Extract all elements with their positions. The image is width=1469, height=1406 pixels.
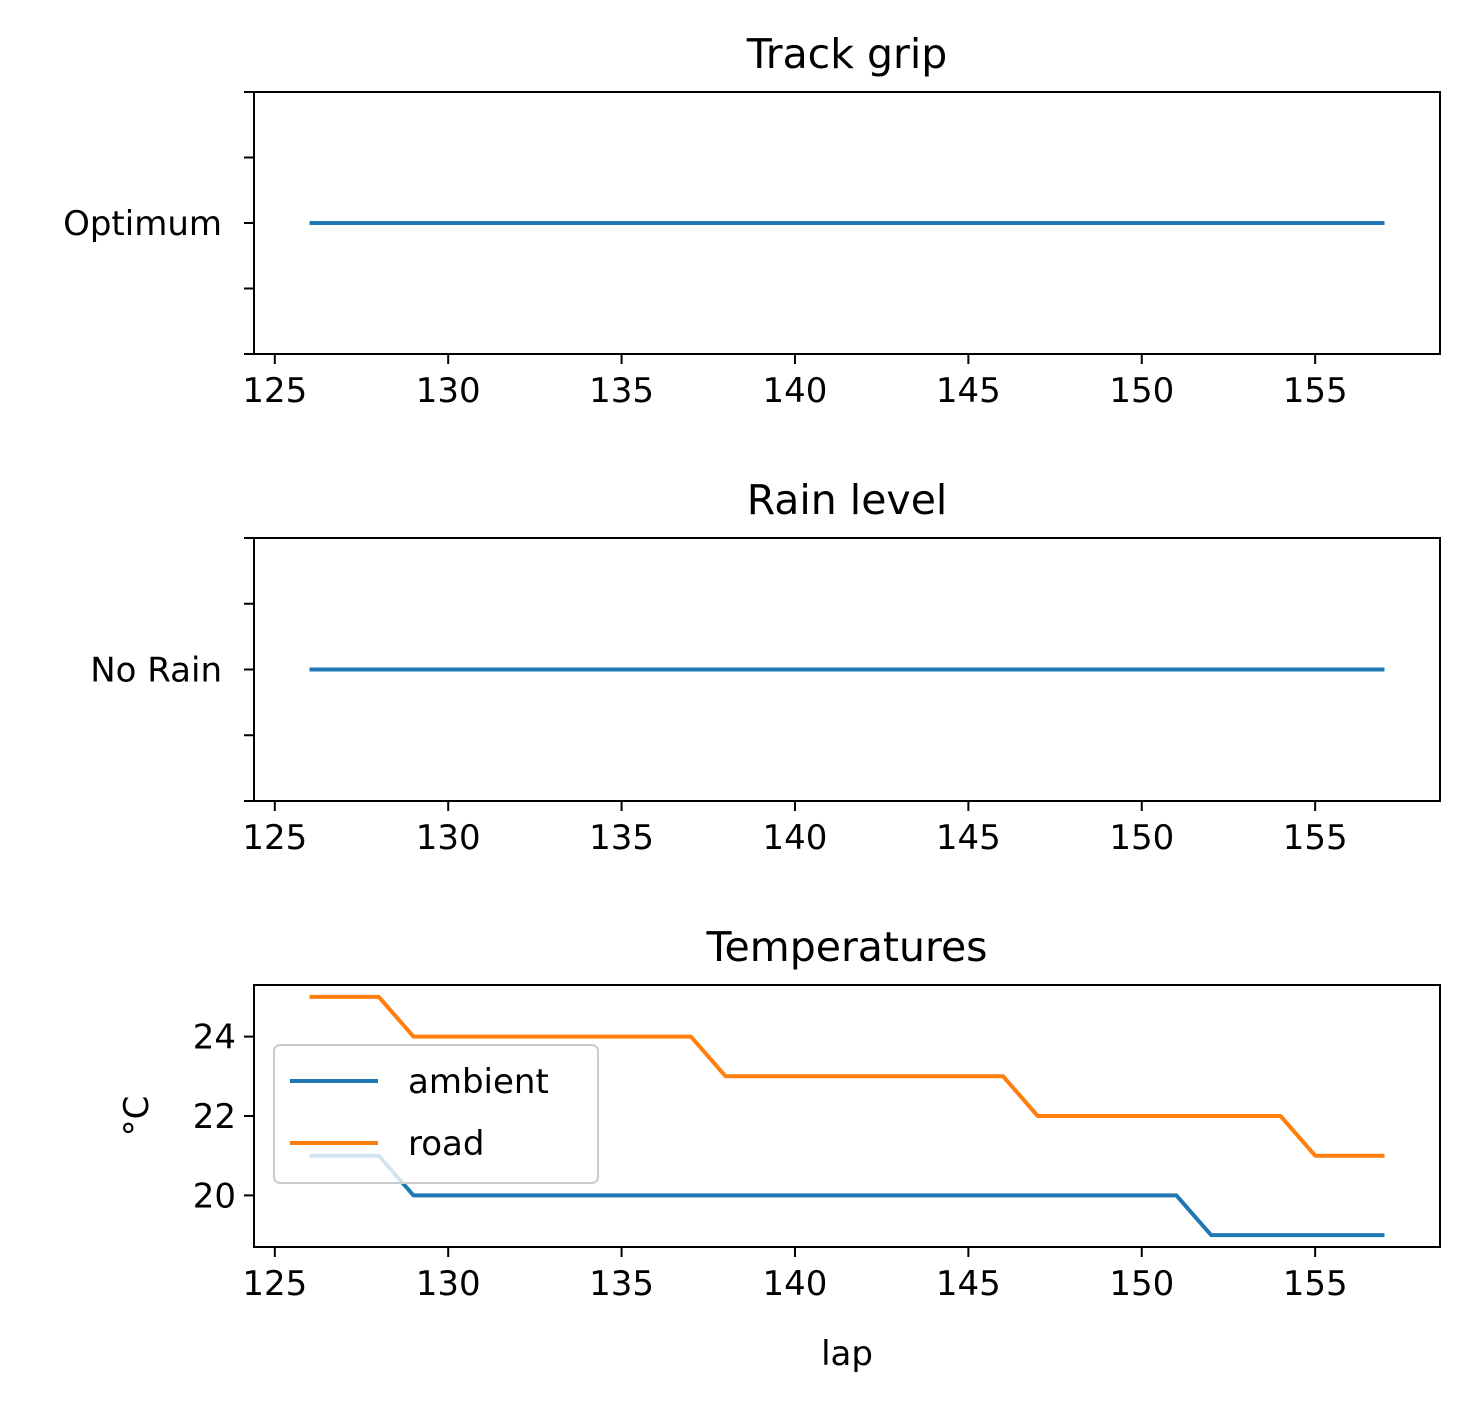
x-tick-label: 140 [763, 371, 828, 411]
legend-label-road: road [408, 1124, 484, 1164]
y-tick-label: 20 [193, 1176, 236, 1216]
axes-frame [253, 91, 1441, 355]
x-tick-label: 140 [763, 818, 828, 858]
axes-frame [253, 537, 1441, 802]
x-tick-label: 145 [936, 1264, 1001, 1304]
x-tick-label: 150 [1109, 371, 1174, 411]
axes-frame [253, 984, 1441, 1248]
x-tick-label: 130 [416, 1264, 481, 1304]
x-tick-label: 155 [1283, 1264, 1348, 1304]
x-axis-label: lap [821, 1334, 873, 1374]
chart-title: Temperatures [705, 923, 987, 971]
x-tick-label: 140 [763, 1264, 828, 1304]
series-line-road [309, 994, 1385, 1158]
y-tick-label: No Rain [90, 651, 222, 691]
x-tick-label: 130 [416, 818, 481, 858]
y-tick-label: 22 [193, 1097, 236, 1137]
x-tick-label: 135 [589, 371, 654, 411]
y-axis-label: °C [117, 1096, 157, 1137]
x-tick-label: 145 [936, 371, 1001, 411]
subplot-1: Track grip 125 130 135 140 145 150 155 Optimum [63, 30, 1441, 411]
y-tick-label: Optimum [63, 204, 222, 244]
x-tick-label: 150 [1109, 818, 1174, 858]
subplot-2: Rain level 125 130 135 140 145 150 155 No Rain [90, 476, 1441, 858]
series-line-ambient [309, 1153, 1385, 1238]
legend: ambient road [273, 1044, 599, 1184]
subplot-3: Temperatures 125 130 135 140 145 150 155 20 22 24 l… [117, 923, 1441, 1374]
x-tick-label: 145 [936, 818, 1001, 858]
x-tick-label: 135 [589, 1264, 654, 1304]
x-tick-label: 125 [242, 818, 307, 858]
chart-title: Rain level [747, 476, 948, 524]
x-tick-label: 155 [1283, 371, 1348, 411]
x-tick-label: 135 [589, 818, 654, 858]
x-tick-label: 125 [242, 371, 307, 411]
legend-label-ambient: ambient [408, 1062, 549, 1102]
chart-title: Track grip [746, 30, 948, 78]
x-tick-label: 155 [1283, 818, 1348, 858]
y-tick-label: 24 [193, 1018, 236, 1058]
x-tick-label: 130 [416, 371, 481, 411]
x-tick-label: 150 [1109, 1264, 1174, 1304]
x-tick-label: 125 [242, 1264, 307, 1304]
